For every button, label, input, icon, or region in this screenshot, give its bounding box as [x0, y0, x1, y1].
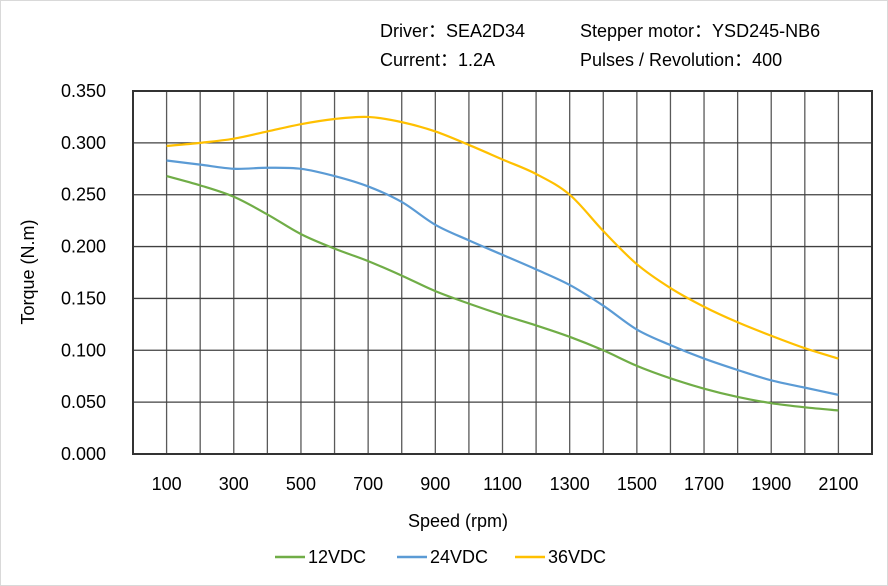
- y-tick-label: 0.250: [61, 185, 106, 205]
- y-tick-label: 0.300: [61, 133, 106, 153]
- driver-label: Driver：SEA2D34: [380, 21, 526, 41]
- series-line-12vdc: [166, 174, 839, 412]
- plot-border: [132, 90, 873, 455]
- y-tick-label: 0.000: [61, 444, 106, 464]
- y-axis-label: Torque (N.m): [18, 219, 38, 324]
- x-tick-label: 1700: [684, 474, 724, 494]
- legend-label: 12VDC: [308, 547, 366, 567]
- y-tick-label: 0.200: [61, 237, 106, 257]
- y-tick-label: 0.100: [61, 340, 106, 360]
- x-tick-label: 1300: [550, 474, 590, 494]
- legend-label: 24VDC: [430, 547, 488, 567]
- motor-label: Stepper motor：YSD245-NB6: [580, 21, 821, 41]
- x-tick-label: 300: [219, 474, 249, 494]
- series-line-36vdc: [166, 115, 839, 360]
- pulses-label: Pulses / Revolution：400: [580, 50, 783, 70]
- y-tick-label: 0.350: [61, 81, 106, 101]
- x-tick-label: 2100: [818, 474, 858, 494]
- x-tick-label: 1500: [617, 474, 657, 494]
- x-tick-label: 900: [420, 474, 450, 494]
- x-tick-label: 1100: [483, 474, 522, 494]
- y-tick-label: 0.150: [61, 288, 106, 308]
- series-line-24vdc: [166, 159, 839, 396]
- x-tick-label: 700: [353, 474, 383, 494]
- current-label: Current：1.2A: [380, 50, 496, 70]
- x-tick-label: 1900: [751, 474, 791, 494]
- x-tick-label: 500: [286, 474, 316, 494]
- y-tick-label: 0.050: [61, 392, 106, 412]
- x-axis-label: Speed (rpm): [408, 511, 508, 531]
- x-tick-label: 100: [152, 474, 182, 494]
- legend-label: 36VDC: [548, 547, 606, 567]
